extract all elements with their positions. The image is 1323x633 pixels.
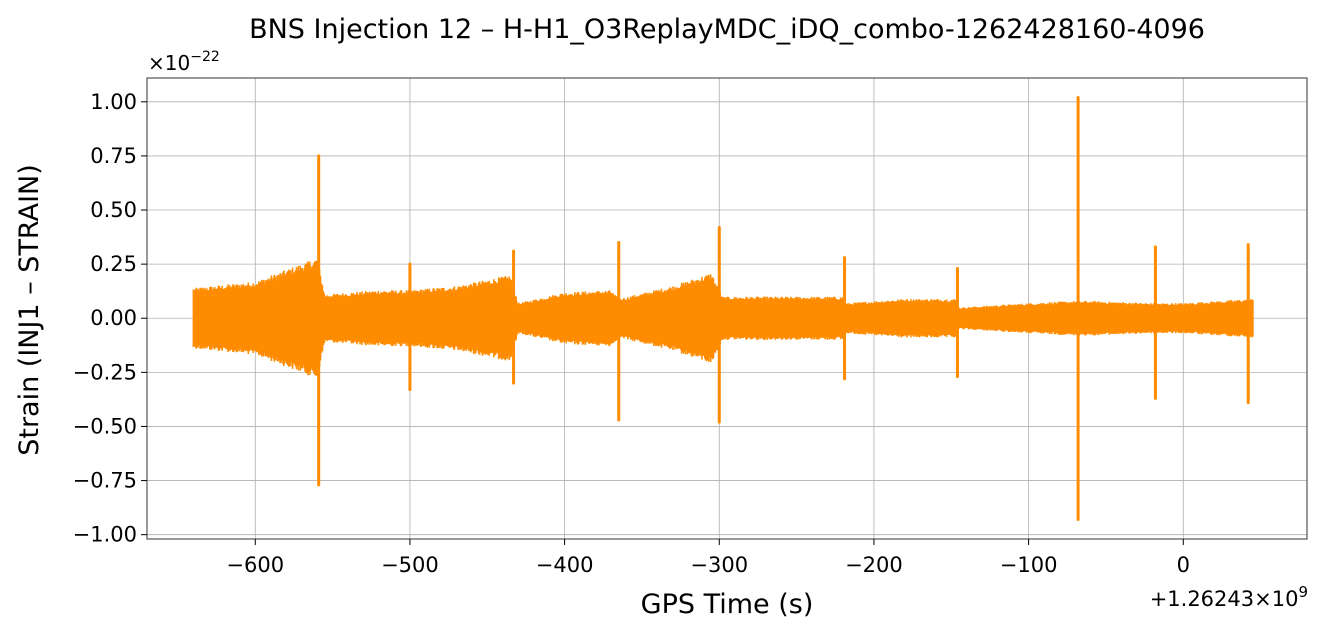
- y-tick-label: −0.25: [73, 360, 137, 384]
- y-tick-label: 0.50: [90, 198, 137, 222]
- y-tick-label: −1.00: [73, 523, 137, 547]
- x-axis-label: GPS Time (s): [641, 589, 814, 620]
- noise-band: [192, 260, 1254, 376]
- y-tick-label: 1.00: [90, 90, 137, 114]
- x-offset-label: +1.26243×109: [1150, 583, 1308, 611]
- y-axis-label: Strain (INJ1 – STRAIN): [14, 164, 45, 456]
- x-offset-exponent: 9: [1298, 583, 1308, 601]
- chart-title: BNS Injection 12 – H-H1_O3ReplayMDC_iDQ_…: [249, 14, 1205, 45]
- y-axis: 1.00 0.75 0.50 0.25 0.00 −0.25 −0.50 −0.75 −1.00: [73, 90, 147, 547]
- x-offset-base: +1.26243×10: [1150, 587, 1299, 611]
- signal-series: [192, 95, 1254, 522]
- x-tick-label: −600: [226, 553, 284, 577]
- y-scale-exponent: −22: [190, 49, 220, 65]
- plot-frame: [146, 77, 1308, 540]
- y-scale-base: ×10: [148, 51, 190, 75]
- x-tick-label: −200: [845, 553, 903, 577]
- x-tick-label: −500: [381, 553, 439, 577]
- plot-area: [146, 77, 1308, 540]
- y-scale-label: ×10−22: [148, 49, 220, 75]
- x-tick-label: −100: [1000, 553, 1058, 577]
- x-axis: −600 −500 −400 −300 −200 −100 0: [226, 539, 1190, 577]
- x-tick-label: −400: [536, 553, 594, 577]
- x-tick-label: 0: [1177, 553, 1190, 577]
- y-tick-label: 0.25: [90, 252, 137, 276]
- x-tick-label: −300: [690, 553, 748, 577]
- y-tick-label: −0.50: [73, 414, 137, 438]
- y-tick-label: 0.75: [90, 144, 137, 168]
- y-tick-label: −0.75: [73, 469, 137, 493]
- y-tick-label: 0.00: [90, 306, 137, 330]
